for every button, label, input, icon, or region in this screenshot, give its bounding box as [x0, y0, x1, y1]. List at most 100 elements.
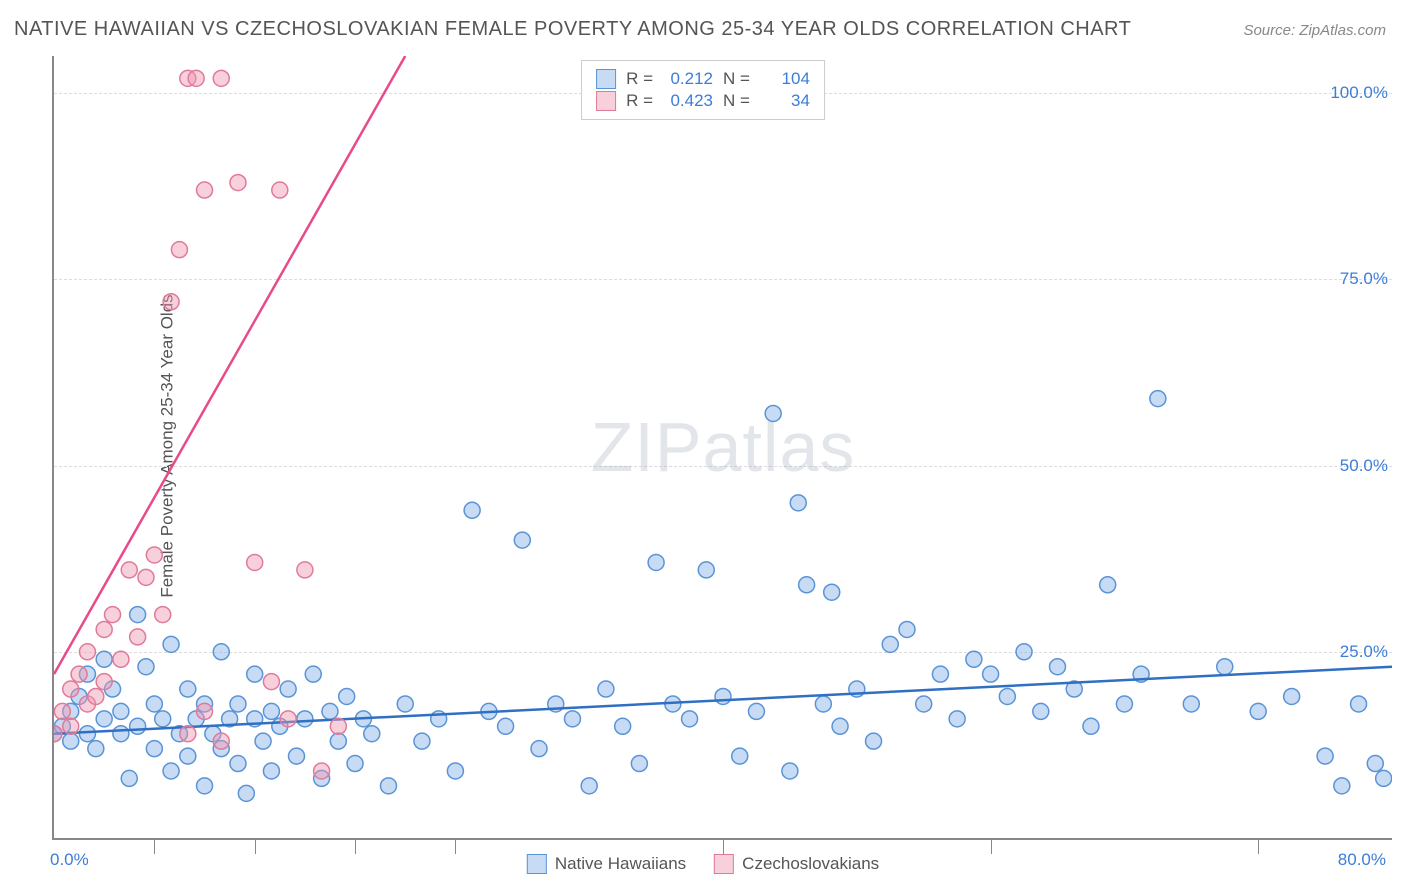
data-point [715, 688, 731, 704]
data-point [113, 651, 129, 667]
data-point [163, 636, 179, 652]
data-point [113, 703, 129, 719]
data-point [63, 718, 79, 734]
data-point [1100, 577, 1116, 593]
data-point [698, 562, 714, 578]
data-point [748, 703, 764, 719]
data-point [155, 711, 171, 727]
data-point [79, 726, 95, 742]
x-tick-mark [723, 838, 724, 846]
data-point [155, 607, 171, 623]
data-point [1050, 659, 1066, 675]
data-point [297, 562, 313, 578]
data-point [1033, 703, 1049, 719]
data-point [949, 711, 965, 727]
data-point [1284, 688, 1300, 704]
legend-swatch [527, 854, 547, 874]
data-point [146, 696, 162, 712]
data-point [96, 621, 112, 637]
data-point [966, 651, 982, 667]
data-point [180, 726, 196, 742]
data-point [330, 733, 346, 749]
data-point [799, 577, 815, 593]
data-point [197, 778, 213, 794]
data-point [96, 711, 112, 727]
data-point [339, 688, 355, 704]
data-point [230, 175, 246, 191]
data-point [197, 703, 213, 719]
data-point [71, 666, 87, 682]
data-point [188, 70, 204, 86]
data-point [631, 756, 647, 772]
data-point [63, 733, 79, 749]
data-point [514, 532, 530, 548]
data-point [163, 763, 179, 779]
data-point [364, 726, 380, 742]
data-point [414, 733, 430, 749]
series-legend-item: Czechoslovakians [714, 854, 879, 874]
n-label: N = [723, 91, 750, 111]
data-point [464, 502, 480, 518]
stats-legend: R =0.212N =104R =0.423N =34 [581, 60, 825, 120]
series-legend: Native Hawaiians Czechoslovakians [527, 854, 879, 874]
data-point [79, 644, 95, 660]
data-point [163, 294, 179, 310]
data-point [180, 748, 196, 764]
data-point [88, 741, 104, 757]
data-point [824, 584, 840, 600]
legend-swatch [596, 69, 616, 89]
data-point [180, 681, 196, 697]
data-point [866, 733, 882, 749]
data-point [1351, 696, 1367, 712]
data-point [447, 763, 463, 779]
data-point [397, 696, 413, 712]
data-point [213, 70, 229, 86]
data-point [1016, 644, 1032, 660]
data-point [146, 547, 162, 563]
data-point [146, 741, 162, 757]
data-point [96, 674, 112, 690]
data-point [230, 756, 246, 772]
series-label: Native Hawaiians [555, 854, 686, 874]
data-point [1217, 659, 1233, 675]
x-tick-min: 0.0% [50, 850, 89, 870]
n-value: 104 [760, 69, 810, 89]
data-point [932, 666, 948, 682]
data-point [498, 718, 514, 734]
data-point [96, 651, 112, 667]
r-label: R = [626, 69, 653, 89]
data-point [289, 748, 305, 764]
data-point [1317, 748, 1333, 764]
data-point [305, 666, 321, 682]
x-tick-mark [154, 838, 155, 846]
data-point [1250, 703, 1266, 719]
data-point [381, 778, 397, 794]
r-label: R = [626, 91, 653, 111]
data-point [648, 554, 664, 570]
source-label: Source: ZipAtlas.com [1243, 22, 1386, 39]
data-point [916, 696, 932, 712]
data-point [815, 696, 831, 712]
series-label: Czechoslovakians [742, 854, 879, 874]
x-tick-mark [1258, 838, 1259, 846]
data-point [247, 554, 263, 570]
data-point [1334, 778, 1350, 794]
data-point [105, 607, 121, 623]
data-point [213, 733, 229, 749]
data-point [1116, 696, 1132, 712]
data-point [130, 629, 146, 645]
data-point [121, 770, 137, 786]
data-point [113, 726, 129, 742]
legend-swatch [714, 854, 734, 874]
data-point [121, 562, 137, 578]
data-point [615, 718, 631, 734]
data-point [238, 785, 254, 801]
data-point [782, 763, 798, 779]
x-tick-max: 80.0% [1338, 850, 1386, 870]
chart-plot-area: ZIPatlas [52, 56, 1392, 840]
data-point [790, 495, 806, 511]
data-point [130, 718, 146, 734]
data-point [347, 756, 363, 772]
data-point [983, 666, 999, 682]
data-point [999, 688, 1015, 704]
